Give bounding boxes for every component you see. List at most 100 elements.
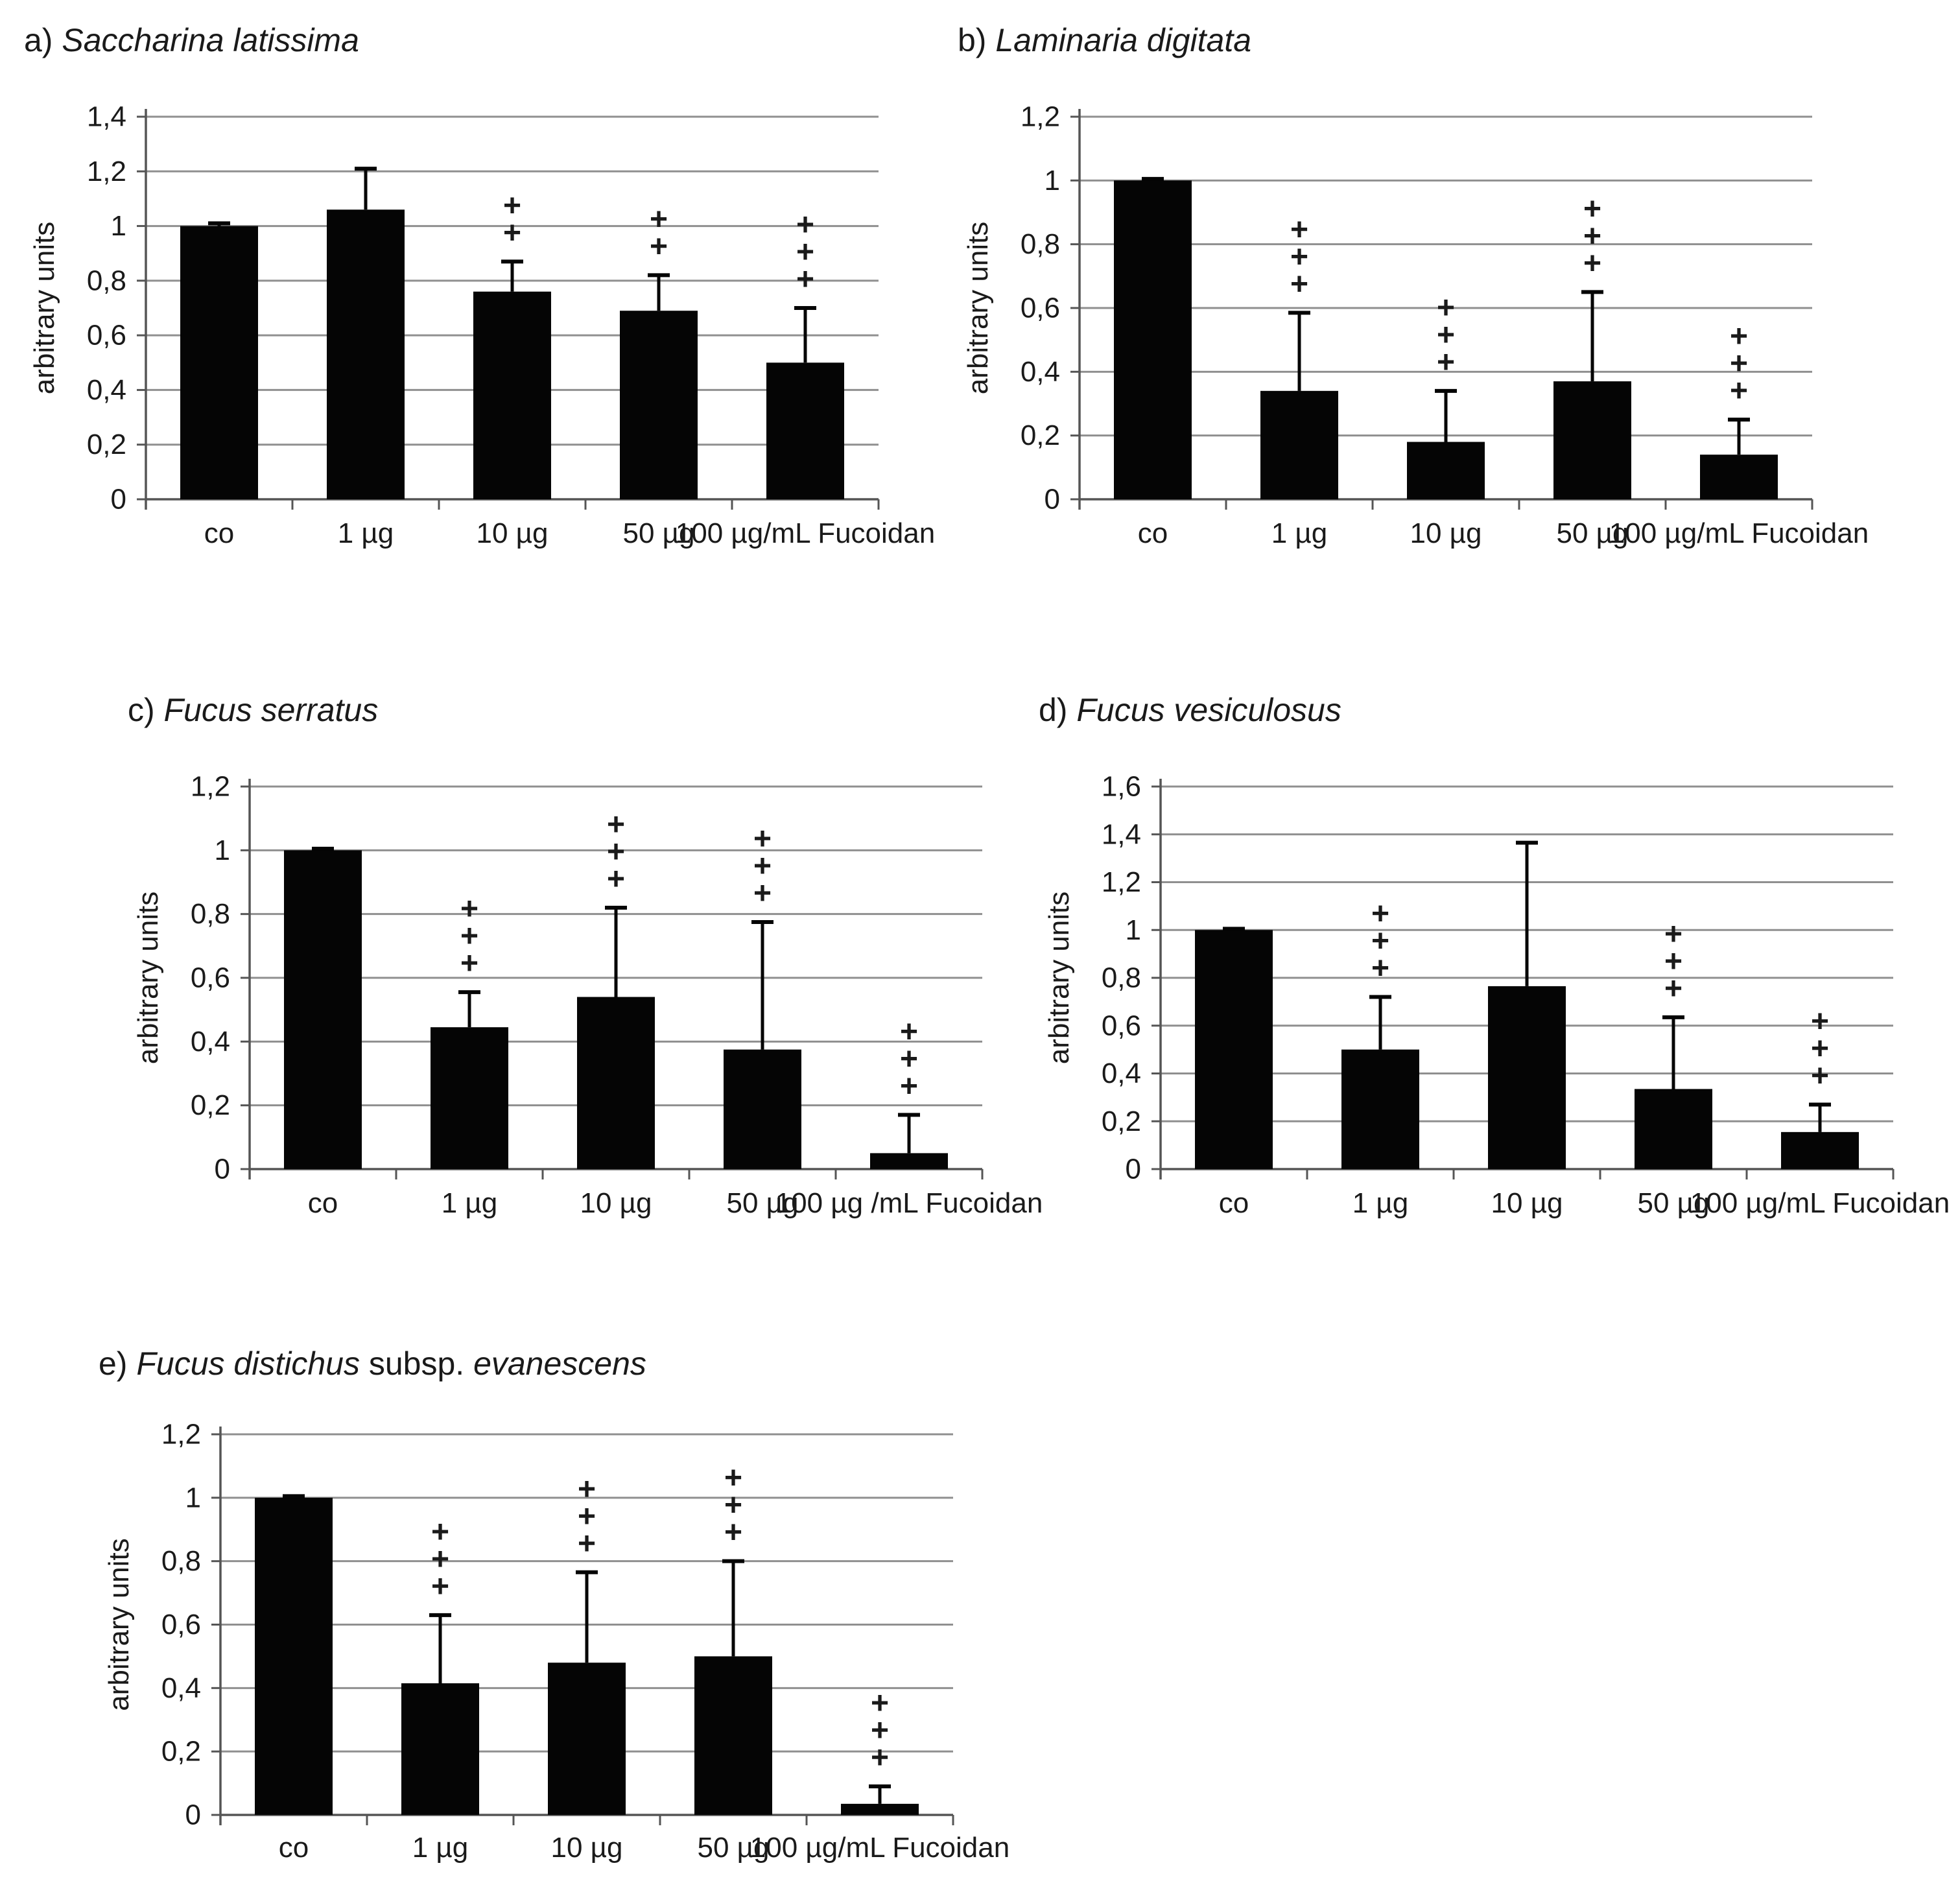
y-tick-label: 0,4: [1102, 1058, 1141, 1089]
significance-plus-mark: +: [1437, 345, 1455, 379]
significance-plus-mark: +: [871, 1713, 889, 1747]
x-tick-label: 10 µg: [580, 1187, 652, 1219]
significance-plus-mark: +: [578, 1472, 596, 1506]
bar: [327, 209, 405, 499]
bar: [1781, 1131, 1859, 1169]
significance-plus-mark: +: [1730, 374, 1748, 409]
y-tick-label: 0,6: [1102, 1010, 1141, 1041]
x-tick-label: 10 µg: [477, 517, 549, 549]
y-tick-label: 0,2: [87, 429, 126, 460]
significance-plus-mark: +: [1290, 213, 1308, 247]
chart-title: d) Fucus vesiculosus: [1039, 692, 1341, 728]
y-axis-label: arbitrary units: [103, 1538, 135, 1711]
y-axis-label: arbitrary units: [1043, 892, 1075, 1065]
significance-plus-mark: +: [1730, 347, 1748, 381]
significance-plus-mark: +: [753, 822, 772, 856]
y-tick-label: 1,2: [1102, 866, 1141, 898]
bar: [473, 291, 551, 499]
x-tick-label: 100 µg/mL Fucoidan: [750, 1832, 1010, 1864]
x-tick-label: 50 µg: [1638, 1187, 1710, 1219]
bar: [180, 226, 258, 499]
bar: [1488, 986, 1566, 1169]
significance-plus-mark: +: [1290, 267, 1308, 302]
y-tick-label: 0: [185, 1799, 201, 1831]
y-tick-label: 0,2: [161, 1736, 201, 1768]
chart-canvas: b) Laminaria digitata 0 0,2 0,4 0,6 0,8 1 1,2 co…: [958, 22, 1869, 549]
significance-plus-mark: +: [1583, 246, 1601, 281]
y-tick-label: 0,8: [161, 1545, 201, 1577]
bar: [694, 1656, 772, 1815]
chart-canvas: c) Fucus serratus00,20,40,60,811,2co+++1…: [128, 692, 1043, 1219]
y-tick-label: 0,8: [1102, 962, 1141, 994]
significance-plus-mark: +: [607, 862, 625, 896]
y-tick-label: 0,4: [191, 1026, 230, 1058]
significance-plus-mark: +: [900, 1042, 918, 1076]
y-tick-label: 0,4: [161, 1672, 201, 1704]
x-tick-label: 50 µg: [698, 1832, 770, 1864]
significance-plus-mark: +: [753, 876, 772, 910]
bar: [401, 1683, 479, 1815]
significance-plus-mark: +: [607, 807, 625, 842]
significance-plus-mark: +: [431, 1569, 449, 1604]
x-tick-label: 100 µg/mL Fucoidan: [1609, 517, 1869, 549]
significance-plus-mark: +: [607, 835, 625, 869]
bar: [1341, 1049, 1419, 1169]
y-tick-label: 1,2: [191, 771, 230, 803]
significance-plus-mark: +: [871, 1686, 889, 1720]
significance-plus-mark: +: [503, 189, 521, 223]
y-tick-label: 0: [111, 484, 126, 515]
y-tick-label: 0: [215, 1154, 230, 1185]
bar: [1260, 390, 1338, 499]
significance-plus-mark: +: [460, 947, 478, 981]
bar: [1195, 930, 1273, 1169]
y-tick-label: 1,2: [87, 156, 126, 187]
significance-plus-mark: +: [1664, 971, 1683, 1006]
y-tick-label: 1: [1126, 914, 1141, 946]
significance-plus-mark: +: [753, 849, 772, 883]
x-tick-label: 1 µg: [1352, 1187, 1409, 1219]
y-tick-label: 1: [111, 210, 126, 242]
bar: [548, 1663, 626, 1815]
y-tick-label: 1,4: [87, 101, 126, 133]
significance-plus-mark: +: [650, 202, 668, 237]
significance-plus-mark: +: [1811, 1032, 1829, 1066]
x-tick-label: 50 µg: [727, 1187, 799, 1219]
significance-plus-mark: +: [1371, 924, 1389, 958]
x-tick-label: co: [1138, 517, 1168, 549]
x-tick-label: co: [1219, 1187, 1249, 1219]
y-tick-label: 0,6: [161, 1609, 201, 1640]
significance-plus-mark: +: [578, 1526, 596, 1561]
significance-plus-mark: +: [900, 1069, 918, 1104]
bar: [1407, 442, 1485, 499]
y-tick-label: 1: [185, 1482, 201, 1513]
chart-canvas: a) Saccharina latissima 0 0,2 0,4 0,6 0,8 1 1,2…: [24, 22, 935, 549]
y-tick-label: 0,2: [1021, 420, 1060, 451]
x-tick-label: 1 µg: [442, 1187, 498, 1219]
y-axis-label: arbitrary units: [962, 222, 994, 395]
significance-plus-mark: +: [900, 1015, 918, 1049]
significance-plus-mark: +: [1811, 1004, 1829, 1039]
significance-plus-mark: +: [1371, 897, 1389, 931]
chart-a-saccharina-latissima: a) Saccharina latissima 0 0,2 0,4 0,6 0,8 1 1,2…: [16, 10, 976, 632]
y-tick-label: 0,4: [1021, 356, 1060, 388]
chart-d-fucus-vesiculosus: d) Fucus vesiculosus 0 0,2 0,4 0,6 0,8 1 1,2 1,4…: [1031, 680, 1960, 1302]
significance-plus-mark: +: [650, 230, 668, 264]
significance-plus-mark: +: [431, 1542, 449, 1576]
chart-title: e) Fucus distichus subsp. evanescens: [99, 1345, 646, 1382]
y-tick-label: 1: [1045, 165, 1060, 196]
chart-c-fucus-serratus: c) Fucus serratus 0 0,2 0,4 0,6 0,8 1 1,2 co + + +1…: [120, 680, 1080, 1302]
y-tick-label: 1,6: [1102, 771, 1141, 803]
y-tick-label: 1,2: [161, 1419, 201, 1451]
y-axis-label: arbitrary units: [132, 892, 164, 1065]
x-tick-label: 10 µg: [551, 1832, 623, 1864]
significance-plus-mark: +: [1664, 944, 1683, 978]
significance-plus-mark: +: [724, 1488, 742, 1522]
significance-plus-mark: +: [1730, 320, 1748, 354]
significance-plus-mark: +: [724, 1461, 742, 1495]
x-tick-label: 100 µg /mL Fucoidan: [775, 1187, 1043, 1219]
bar: [255, 1497, 333, 1815]
bar: [620, 311, 698, 499]
x-tick-label: 100 µg/mL Fucoidan: [676, 517, 935, 549]
significance-plus-mark: +: [503, 216, 521, 250]
x-tick-label: 10 µg: [1410, 517, 1482, 549]
